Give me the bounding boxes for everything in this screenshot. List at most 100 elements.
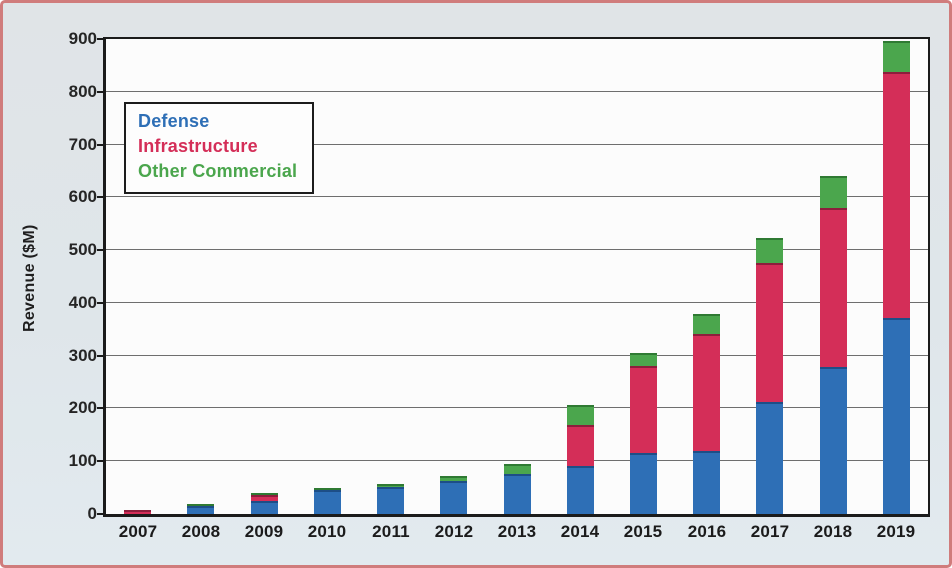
bar-segment-2012-other-commercial: [440, 476, 468, 481]
gridline-800: [106, 91, 928, 92]
bar-segment-2007-infrastructure: [124, 510, 152, 514]
bar-slot-2011: [359, 39, 422, 514]
legend-item-other-commercial: Other Commercial: [138, 161, 298, 181]
bar-slot-2008: [169, 39, 232, 514]
y-tick-mark-300: [97, 355, 104, 357]
y-tick-label-100: 100: [68, 451, 97, 470]
bar-segment-2018-defense: [819, 367, 847, 514]
bar-segment-2014-infrastructure: [566, 425, 594, 466]
bar-slot-2009: [232, 39, 295, 514]
x-tick-label-2010: 2010: [307, 522, 347, 541]
y-tick-mark-200: [97, 407, 104, 409]
bar-segment-2014-other-commercial: [566, 405, 594, 425]
x-tick-label-2013: 2013: [497, 522, 537, 541]
bar-segment-2018-other-commercial: [819, 176, 847, 208]
bar-2016: [693, 314, 721, 514]
gridline-300: [106, 355, 928, 356]
bar-segment-2015-infrastructure: [629, 366, 657, 453]
bar-segment-2016-other-commercial: [693, 314, 721, 334]
y-tick-label-400: 400: [68, 293, 97, 312]
x-tick-label-2019: 2019: [876, 522, 916, 541]
y-tick-label-900: 900: [68, 29, 97, 48]
bar-2014: [566, 405, 594, 514]
bar-2015: [629, 353, 657, 514]
bar-slot-2014: [549, 39, 612, 514]
gridline-500: [106, 249, 928, 250]
bar-segment-2013-defense: [503, 474, 531, 514]
bar-2017: [756, 238, 784, 514]
bar-segment-2012-defense: [440, 481, 468, 514]
bar-segment-2017-defense: [756, 402, 784, 514]
bar-series-container: [106, 39, 928, 514]
y-tick-label-500: 500: [68, 240, 97, 259]
plot-area: Defense Infrastructure Other Commercial: [103, 37, 930, 517]
bar-2007: [124, 510, 152, 514]
bar-slot-2018: [802, 39, 865, 514]
bar-2013: [503, 464, 531, 514]
y-tick-mark-100: [97, 460, 104, 462]
bar-segment-2009-defense: [250, 501, 278, 514]
bar-slot-2013: [485, 39, 548, 514]
x-tick-label-2017: 2017: [750, 522, 790, 541]
gridline-700: [106, 144, 928, 145]
legend-item-infrastructure: Infrastructure: [138, 136, 258, 156]
bar-segment-2011-defense: [377, 487, 405, 514]
bar-segment-2008-other-commercial: [187, 504, 215, 506]
bar-segment-2013-other-commercial: [503, 464, 531, 474]
bar-2010: [313, 488, 341, 514]
bar-segment-2011-other-commercial: [377, 484, 405, 487]
bar-segment-2018-infrastructure: [819, 208, 847, 367]
bar-segment-2010-other-commercial: [313, 488, 341, 490]
bar-slot-2007: [106, 39, 169, 514]
bar-slot-2016: [675, 39, 738, 514]
x-tick-label-2009: 2009: [244, 522, 284, 541]
bar-slot-2019: [865, 39, 928, 514]
legend-item-defense: Defense: [138, 111, 210, 131]
y-tick-label-600: 600: [68, 187, 97, 206]
y-tick-label-200: 200: [68, 398, 97, 417]
y-tick-label-700: 700: [68, 135, 97, 154]
gridline-400: [106, 302, 928, 303]
bar-2012: [440, 476, 468, 514]
bar-segment-2014-defense: [566, 466, 594, 514]
bar-segment-2009-other-commercial: [250, 493, 278, 495]
x-tick-label-2007: 2007: [118, 522, 158, 541]
y-tick-mark-500: [97, 249, 104, 251]
y-tick-mark-900: [97, 38, 104, 40]
y-tick-mark-800: [97, 91, 104, 93]
x-tick-label-2018: 2018: [813, 522, 853, 541]
bar-segment-2019-defense: [882, 318, 910, 514]
y-tick-mark-0: [97, 513, 104, 515]
bar-segment-2010-defense: [313, 490, 341, 514]
legend: Defense Infrastructure Other Commercial: [124, 102, 314, 194]
gridline-100: [106, 460, 928, 461]
bar-slot-2015: [612, 39, 675, 514]
x-tick-label-2011: 2011: [372, 522, 410, 541]
y-tick-label-800: 800: [68, 82, 97, 101]
bar-slot-2010: [296, 39, 359, 514]
bar-segment-2015-defense: [629, 453, 657, 514]
bar-segment-2019-infrastructure: [882, 72, 910, 318]
bar-segment-2015-other-commercial: [629, 353, 657, 366]
bar-2008: [187, 504, 215, 514]
gridline-200: [106, 407, 928, 408]
bar-slot-2017: [738, 39, 801, 514]
x-tick-label-2014: 2014: [560, 522, 600, 541]
y-tick-label-0: 0: [87, 504, 97, 523]
y-tick-label-300: 300: [68, 346, 97, 365]
bar-segment-2009-infrastructure: [250, 495, 278, 501]
x-tick-label-2012: 2012: [434, 522, 474, 541]
bar-segment-2017-other-commercial: [756, 238, 784, 263]
gridline-600: [106, 196, 928, 197]
bar-2018: [819, 176, 847, 514]
bar-2019: [882, 41, 910, 514]
bar-2011: [377, 484, 405, 514]
x-tick-label-2008: 2008: [181, 522, 221, 541]
bar-segment-2019-other-commercial: [882, 41, 910, 72]
bar-segment-2016-defense: [693, 451, 721, 514]
x-tick-label-2016: 2016: [687, 522, 727, 541]
bar-segment-2008-defense: [187, 506, 215, 514]
bar-slot-2012: [422, 39, 485, 514]
y-tick-mark-600: [97, 196, 104, 198]
